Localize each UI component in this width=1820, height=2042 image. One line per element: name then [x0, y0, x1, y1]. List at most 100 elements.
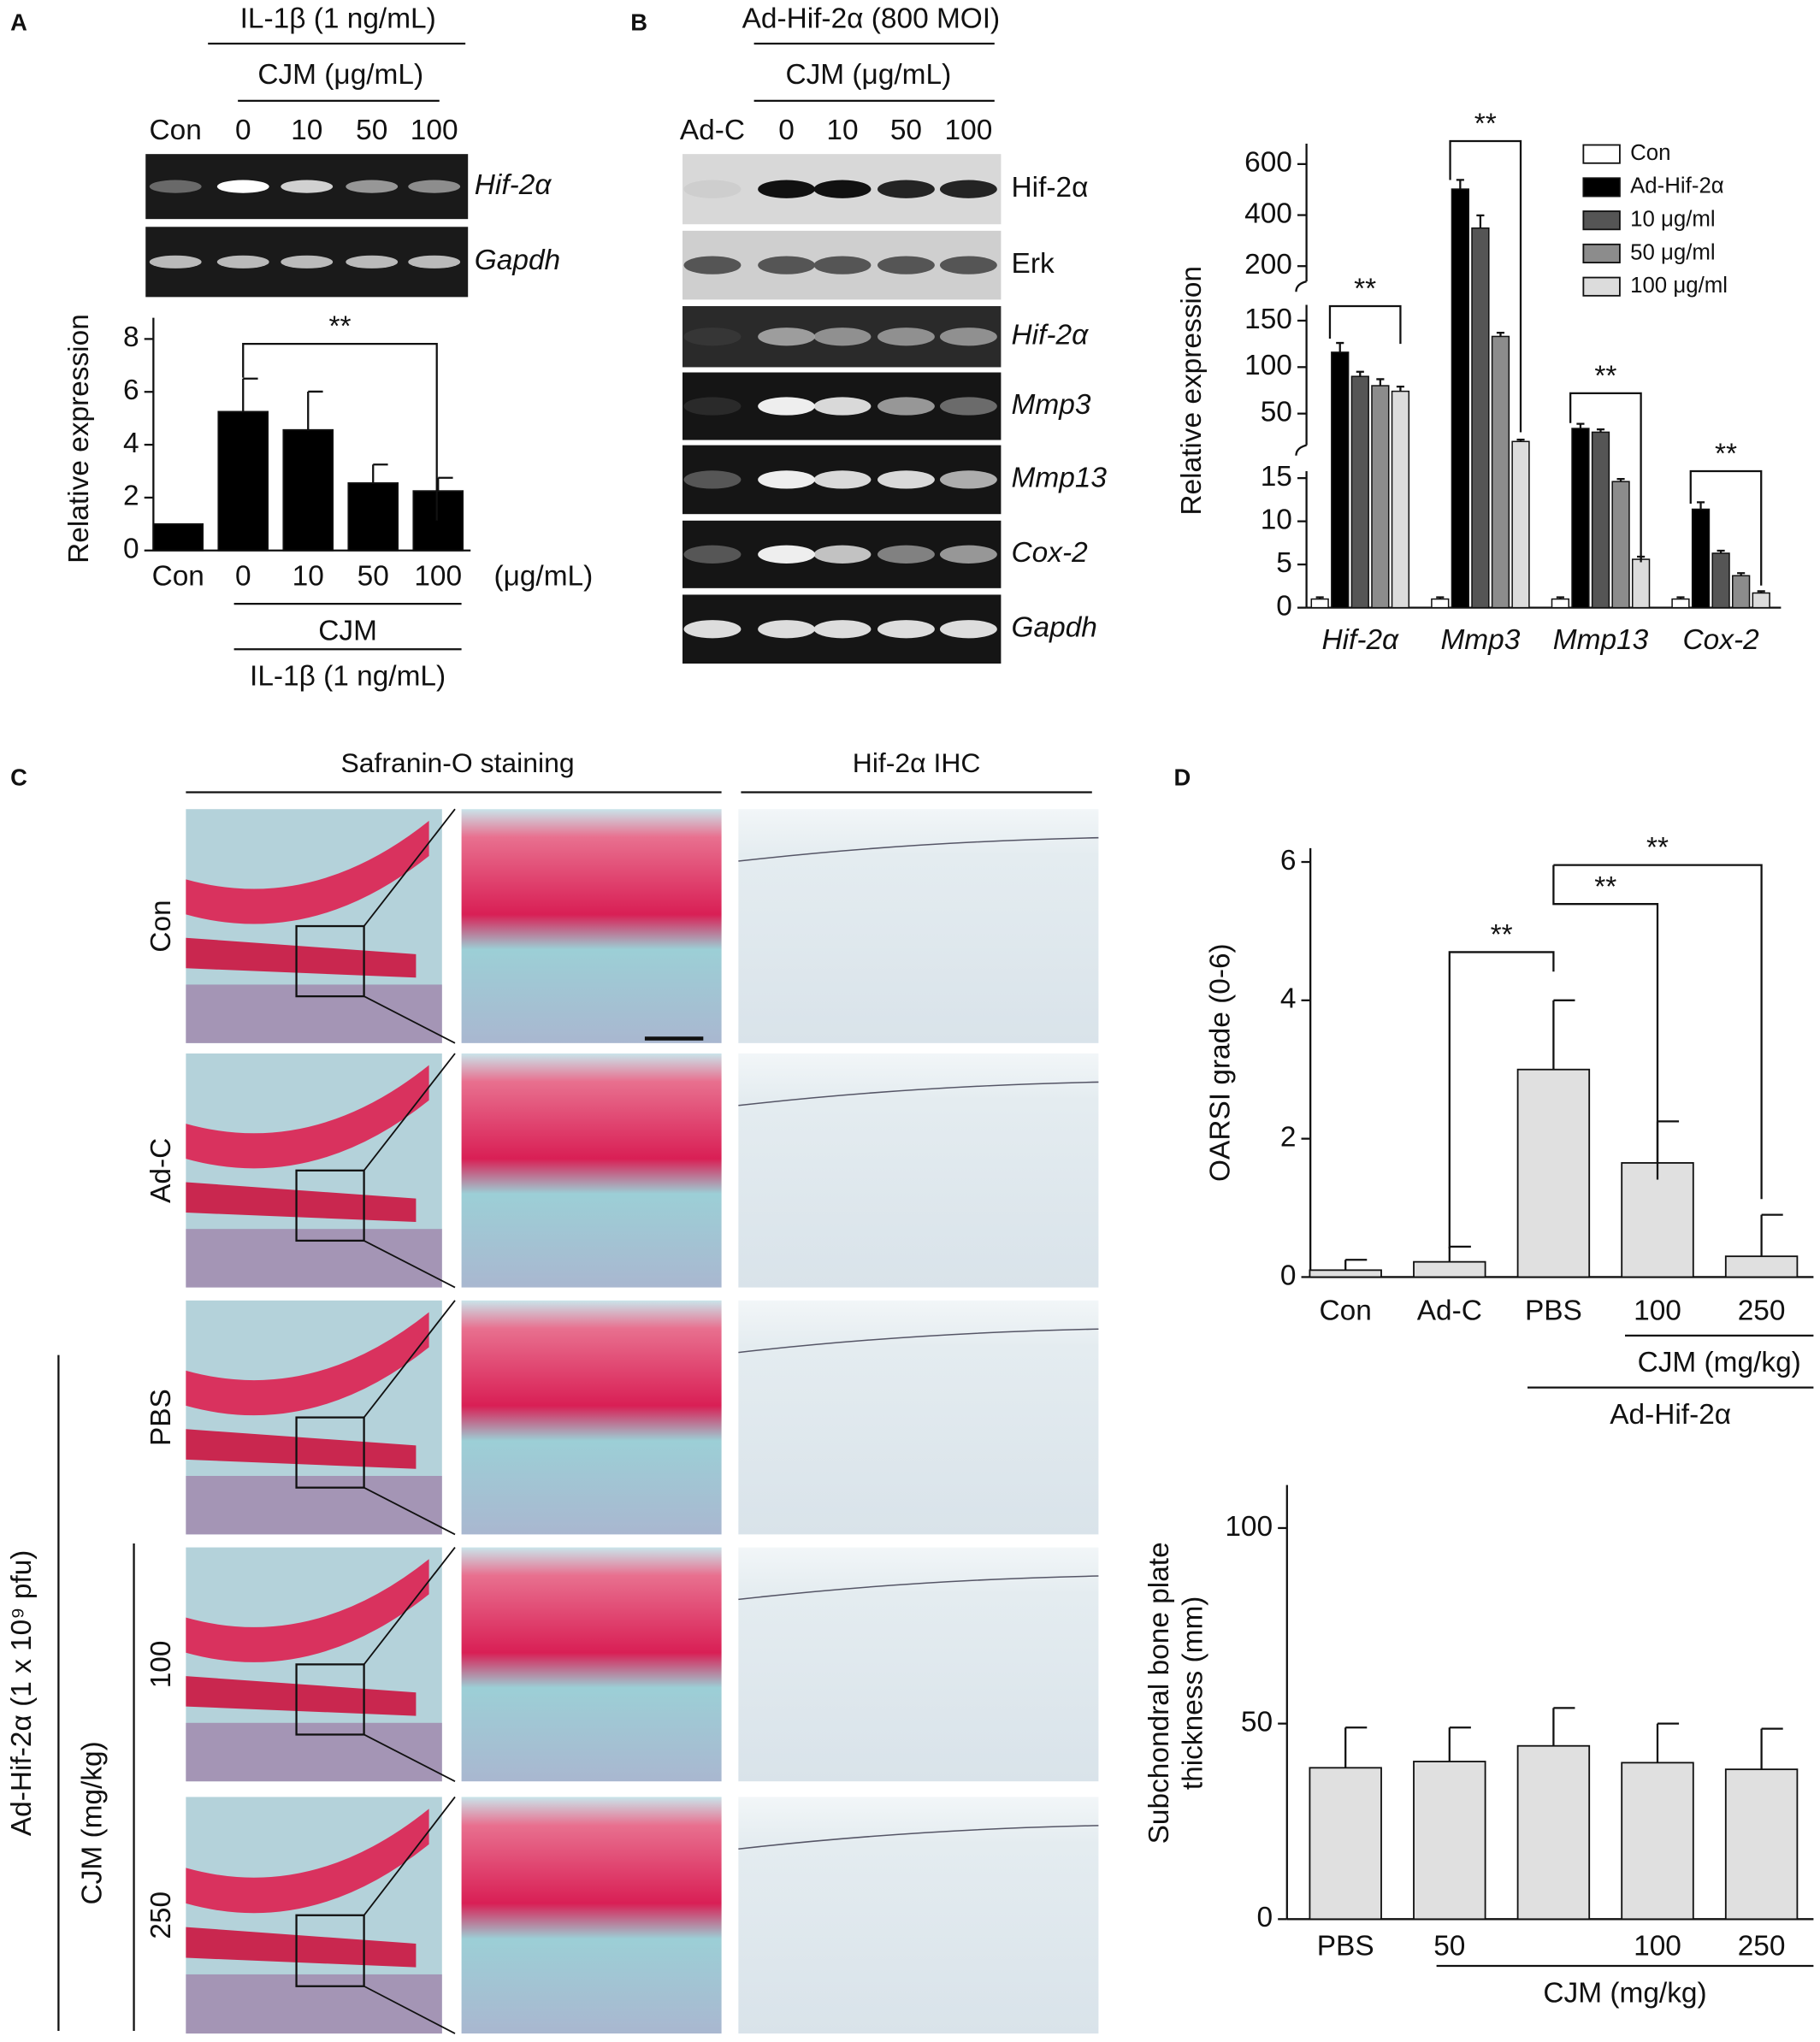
blot-band: [813, 328, 872, 346]
tissue: [186, 984, 442, 1043]
surface-line: [738, 1328, 1099, 1354]
bar: [1471, 227, 1490, 609]
error-bar: [1496, 331, 1505, 337]
treatment-label: Ad-Hif-2α (800 MOI): [742, 3, 1001, 34]
blot-band: [758, 397, 816, 416]
error-bar: [1596, 428, 1605, 433]
histology-zoom: [461, 1547, 722, 1782]
blot-band: [813, 397, 872, 416]
bar: [1309, 1767, 1382, 1921]
zoom-line: [363, 1796, 456, 1916]
blot-band: [878, 620, 935, 639]
lane-label: 10: [826, 115, 858, 146]
tissue: [186, 820, 429, 924]
zoom-box: [295, 1169, 365, 1242]
y-tick-label: 10: [1261, 504, 1292, 535]
zoom-line: [363, 995, 456, 1044]
bar: [1331, 351, 1350, 609]
blot-band: [683, 256, 742, 274]
bar: [1371, 385, 1390, 609]
significance-label: **: [1715, 439, 1737, 470]
gel-band: [346, 255, 399, 269]
gene-label: Hif-2α: [475, 169, 552, 201]
group-label: Ad-Hif-2α (1 x 10⁹ pfu): [6, 1550, 38, 1837]
y-axis-label: OARSI grade (0-6): [1205, 943, 1237, 1182]
zoom-line: [363, 1486, 456, 1536]
significance-label: **: [1646, 832, 1669, 864]
gel-band: [216, 255, 269, 269]
error-bar: [1344, 1259, 1368, 1271]
legend-label: 100 μg/ml: [1630, 274, 1728, 298]
significance-label: **: [1594, 871, 1616, 903]
gel-band: [281, 255, 334, 269]
blot-band: [683, 180, 742, 198]
x-tick-label: Ad-C: [1417, 1295, 1482, 1326]
histology-ihc: [738, 1053, 1099, 1288]
legend-label: Con: [1630, 141, 1670, 165]
error-bar: [1436, 596, 1445, 599]
significance-bracket: [1552, 865, 1659, 1180]
zoom-line: [363, 1240, 456, 1289]
gel-band: [346, 180, 399, 193]
gel-band: [216, 180, 269, 193]
error-bar: [1760, 1213, 1783, 1257]
error-bar: [1717, 549, 1725, 554]
significance-bracket: [1689, 469, 1763, 586]
blot-band: [758, 328, 816, 346]
bar: [1752, 592, 1770, 609]
x-tick-label: Mmp13: [1553, 624, 1649, 656]
y-tick-label: 50: [1241, 1706, 1273, 1738]
y-tick-label: 4: [1280, 983, 1297, 1015]
tissue: [186, 1065, 429, 1169]
error-bar: [1696, 501, 1705, 510]
blot-label: Gapdh: [1012, 612, 1097, 644]
y-tick-label: 0: [1276, 590, 1292, 622]
gel-band: [149, 255, 202, 269]
gel-band: [408, 255, 461, 269]
blot-band: [878, 328, 935, 346]
error-bar: [1656, 1120, 1680, 1163]
gel-band: [408, 180, 461, 193]
y-tick-label: 200: [1244, 249, 1292, 280]
panel-label: B: [630, 9, 647, 35]
error-bar: [1656, 1722, 1680, 1763]
blot-band: [939, 328, 997, 346]
bar: [1621, 1162, 1694, 1278]
error-bar: [1448, 1726, 1471, 1762]
y-tick-label: 15: [1261, 461, 1292, 493]
blot-band: [813, 620, 872, 639]
legend-label: 50 μg/ml: [1630, 240, 1716, 264]
blot-label: Hif-2α: [1012, 320, 1090, 351]
gel-band: [149, 180, 202, 193]
blot-band: [939, 256, 997, 274]
x-tick-label: PBS: [1525, 1295, 1582, 1326]
blot-label: Cox-2: [1012, 537, 1089, 569]
group-label: IL-1β (1 ng/mL): [250, 661, 446, 693]
y-tick-label: 150: [1244, 304, 1292, 335]
error-bar: [1760, 1727, 1783, 1770]
row-label: PBS: [145, 1389, 177, 1446]
blot-band: [813, 180, 872, 198]
bar: [1611, 481, 1630, 609]
tissue: [186, 1676, 417, 1716]
row-label: 250: [145, 1892, 177, 1939]
blot-band: [758, 620, 816, 639]
blot-band: [878, 256, 935, 274]
lane-label: Con: [150, 115, 202, 146]
bar: [1350, 375, 1369, 609]
surface-line: [738, 1575, 1099, 1601]
zoom-line: [363, 1300, 456, 1419]
y-tick-label: 0: [1256, 1902, 1273, 1933]
bar: [282, 428, 334, 552]
significance-bracket: [1569, 392, 1642, 563]
error-bar: [437, 476, 453, 492]
blot-band: [813, 256, 872, 274]
bar: [412, 490, 464, 552]
x-tick-label: 100: [1634, 1295, 1681, 1326]
bar: [1724, 1255, 1799, 1278]
blot-band: [683, 545, 742, 564]
lane-label: 50: [356, 115, 387, 146]
axis-break: [1295, 444, 1307, 456]
error-bar: [1336, 341, 1344, 352]
